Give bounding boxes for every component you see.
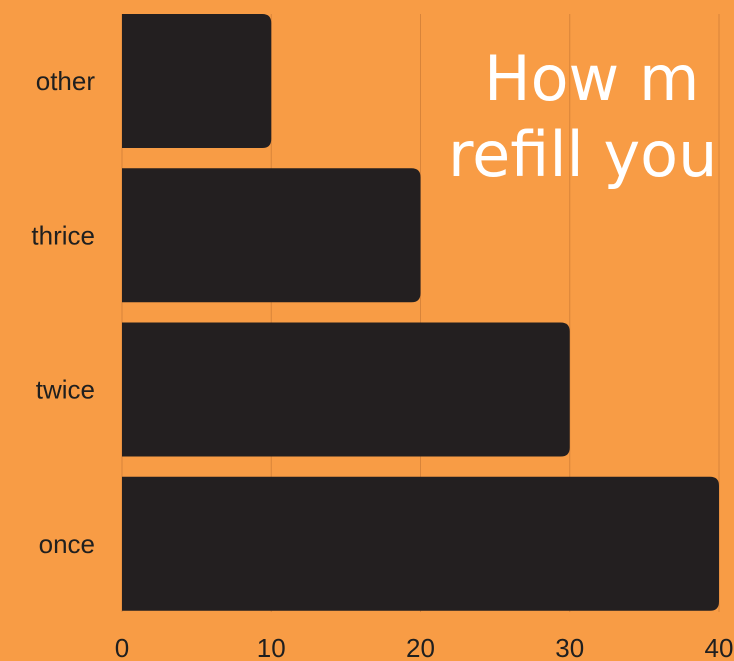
bar-once xyxy=(122,476,719,611)
category-label: once xyxy=(39,529,95,559)
x-tick-label: 0 xyxy=(115,633,129,661)
category-label: thrice xyxy=(31,220,95,250)
x-tick-label: 30 xyxy=(555,633,584,661)
category-label: other xyxy=(36,66,96,96)
x-tick-label: 10 xyxy=(257,633,286,661)
chart-title-line: How m xyxy=(484,42,699,115)
chart-title-line: refill you xyxy=(448,118,717,191)
category-label: twice xyxy=(36,375,95,405)
bar-thrice xyxy=(122,168,421,303)
x-tick-label: 40 xyxy=(705,633,734,661)
bar-twice xyxy=(122,322,570,457)
bar-other xyxy=(122,14,272,148)
x-tick-label: 20 xyxy=(406,633,435,661)
